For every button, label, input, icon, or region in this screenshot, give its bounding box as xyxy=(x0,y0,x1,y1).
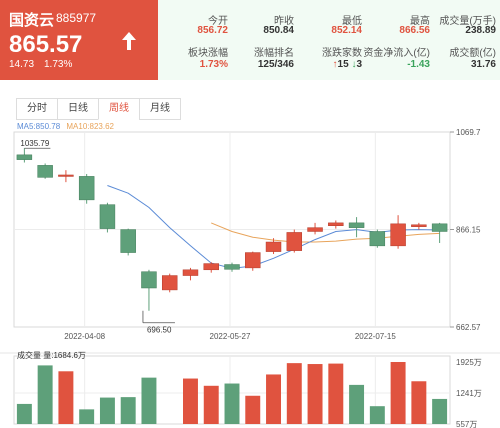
candle-body xyxy=(286,232,303,251)
stat-value-sector-gain: 1.73% xyxy=(199,59,228,70)
sector-name: 国资云 xyxy=(9,12,55,29)
quote-panel: 国资云 885977 865.57 14.73 1.73% xyxy=(0,0,158,80)
volume-bar xyxy=(37,365,53,424)
annotation-label: 696.50 xyxy=(147,326,172,335)
volume-tick-label: 1925万 xyxy=(456,358,482,367)
volume-bar xyxy=(432,398,448,424)
tab-daily[interactable]: 日线 xyxy=(57,98,98,120)
advance-count: 15 xyxy=(337,59,349,70)
decline-count: 3 xyxy=(356,59,362,70)
price-change-pct: 1.73% xyxy=(44,59,73,70)
stat-label-turnover: 成交额(亿) xyxy=(449,48,496,59)
candle-body xyxy=(390,223,406,247)
y-tick-label: 1069.7 xyxy=(456,128,481,137)
candle-body xyxy=(182,269,199,276)
quote-header: 国资云 885977 865.57 14.73 1.73% 今开 856.72 … xyxy=(0,0,500,80)
stat-value-net-inflow: -1.43 xyxy=(407,59,430,70)
arrow-up-icon: ↑ xyxy=(332,59,338,70)
candle-body xyxy=(328,222,344,226)
candle-body xyxy=(245,252,261,269)
volume-bar xyxy=(203,385,219,424)
candle-body xyxy=(348,222,365,228)
volume-bar xyxy=(16,403,32,424)
arrow-down-icon: ↓ xyxy=(351,59,357,70)
tab-monthly[interactable]: 月线 xyxy=(139,98,181,120)
volume-bar xyxy=(141,377,157,424)
volume-bar xyxy=(224,383,240,424)
candle-body xyxy=(224,264,240,270)
candle-body xyxy=(307,227,323,232)
y-tick-label: 662.57 xyxy=(456,323,481,332)
volume-bar xyxy=(369,406,385,424)
period-tabs: 分时 日线 周线 月线 xyxy=(16,98,181,120)
kline-chart[interactable]: 2022-04-08 2022-05-27 2022-07-15 1069.7 866.… xyxy=(0,118,500,428)
stat-label-advance-decline: 涨跌家数 xyxy=(322,48,362,59)
volume-legend: 成交量 量:1684.6万 xyxy=(17,351,86,360)
stat-value-high: 866.56 xyxy=(399,25,430,36)
volume-bar xyxy=(245,395,261,424)
candle-body xyxy=(265,241,282,252)
stat-label-low: 最低 xyxy=(342,16,362,27)
candle-body xyxy=(78,176,95,201)
annotation-label: 1035.79 xyxy=(20,139,49,148)
tab-intraday[interactable]: 分时 xyxy=(16,98,57,120)
stat-label-open: 今开 xyxy=(208,16,228,27)
stat-label-volume: 成交量(万手) xyxy=(439,16,496,27)
current-price: 865.57 xyxy=(9,31,83,58)
ma5-legend: MA5:850.78 xyxy=(17,122,61,131)
stat-value-low: 852.14 xyxy=(331,25,362,36)
stat-label-gain-rank: 涨幅排名 xyxy=(254,48,294,59)
volume-bar xyxy=(328,363,344,424)
price-change: 14.73 xyxy=(9,59,35,70)
up-arrow-icon xyxy=(122,32,136,50)
stat-value-prev-close: 850.84 xyxy=(263,25,294,36)
tab-weekly[interactable]: 周线 xyxy=(98,98,139,120)
y-tick-label: 866.15 xyxy=(456,225,481,234)
sector-code: 885977 xyxy=(56,11,97,25)
volume-bar xyxy=(120,397,136,424)
volume-bar xyxy=(183,378,198,424)
stat-value-gain-rank: 125/346 xyxy=(257,59,294,70)
stat-value-open: 856.72 xyxy=(197,25,228,36)
candle-body xyxy=(431,223,448,232)
candle-body xyxy=(99,204,116,229)
volume-bar xyxy=(307,364,323,424)
stat-label-net-inflow: 资金净流入(亿) xyxy=(363,48,430,59)
stat-value-advance-decline: ↑15 ↓3 xyxy=(292,59,362,70)
candle-body xyxy=(411,224,427,227)
x-tick-label: 2022-05-27 xyxy=(210,332,251,341)
volume-bar xyxy=(286,363,302,424)
stat-value-turnover: 31.76 xyxy=(470,59,496,70)
volume-tick-label: 557万 xyxy=(456,420,477,428)
stat-value-volume: 238.89 xyxy=(465,25,496,36)
x-tick-label: 2022-07-15 xyxy=(355,332,396,341)
volume-tick-label: 1241万 xyxy=(456,389,482,398)
volume-bar xyxy=(349,384,365,424)
x-tick-label: 2022-04-08 xyxy=(64,332,105,341)
stat-label-high: 最高 xyxy=(410,16,430,27)
stat-label-sector-gain: 板块涨幅 xyxy=(188,48,228,59)
ma-legend: MA5:850.78 MA10:823.62 xyxy=(17,122,114,131)
ma10-legend: MA10:823.62 xyxy=(66,122,114,131)
stats-panel: 今开 856.72 昨收 850.84 最低 852.14 最高 866.56 … xyxy=(158,0,500,80)
volume-bar xyxy=(79,409,95,424)
candle-body xyxy=(161,275,178,291)
stat-label-prev-close: 昨收 xyxy=(274,16,294,27)
volume-bar xyxy=(390,362,406,424)
volume-bar xyxy=(266,374,281,424)
volume-bar xyxy=(99,397,115,424)
candle-body xyxy=(58,174,74,177)
candle-body xyxy=(16,154,33,160)
volume-bar xyxy=(58,371,74,424)
candle-body xyxy=(120,229,136,253)
candle-body xyxy=(203,263,219,271)
candle-body xyxy=(37,165,53,178)
ma5-line xyxy=(107,185,440,269)
candle-body xyxy=(369,231,386,247)
volume-bar xyxy=(411,381,427,424)
candle-body xyxy=(141,271,157,289)
